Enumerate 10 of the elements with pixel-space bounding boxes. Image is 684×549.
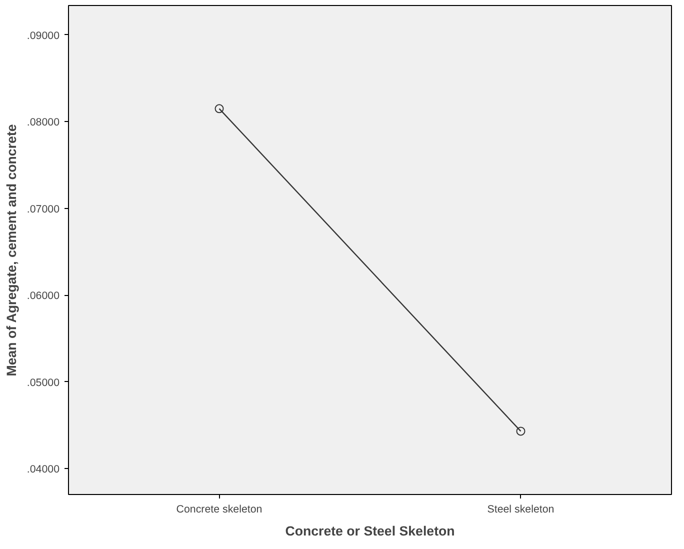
- x-tick-label: Steel skeleton: [487, 504, 554, 516]
- y-tick-label: .04000: [26, 463, 60, 476]
- x-axis-title: Concrete or Steel Skeleton: [285, 524, 455, 538]
- y-tick-label: .08000: [26, 116, 60, 129]
- y-tick-label: .07000: [26, 203, 60, 216]
- y-tick-label: .05000: [26, 376, 60, 389]
- y-axis-title: Mean of Agregate, cement and concrete: [4, 124, 19, 376]
- y-tick-label: .09000: [26, 30, 60, 42]
- y-tick-label: .06000: [26, 290, 60, 302]
- x-tick-label: Concrete skeleton: [176, 504, 262, 516]
